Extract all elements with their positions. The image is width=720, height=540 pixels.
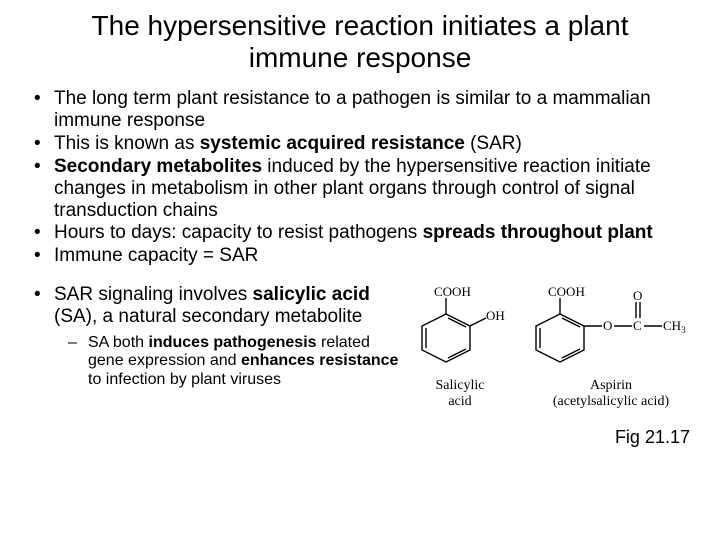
b5a: Immune capacity = SAR bbox=[54, 245, 258, 266]
text-column: SAR signaling involves salicylic acid (S… bbox=[40, 284, 400, 389]
asp-label: Aspirin(acetylsalicylic acid) bbox=[553, 378, 669, 409]
salicylic-svg: COOH OH bbox=[412, 284, 508, 376]
bullet-6: SAR signaling involves salicylic acid (S… bbox=[40, 284, 400, 328]
s1a: SA both bbox=[88, 334, 149, 351]
asp-cooh: COOH bbox=[548, 284, 585, 299]
b6c: (SA), a natural secondary metabolite bbox=[54, 306, 362, 327]
bullet-3: Secondary metabolites induced by the hyp… bbox=[40, 156, 700, 222]
b2c: (SAR) bbox=[465, 133, 522, 154]
bullet-1-text: The long term plant resistance to a path… bbox=[54, 88, 651, 131]
aspirin-svg: COOH O C O CH3 bbox=[526, 284, 696, 376]
sub-1: SA both induces pathogenesis related gen… bbox=[74, 334, 400, 389]
sa-oh: OH bbox=[486, 308, 505, 323]
b3a: Secondary metabolites bbox=[54, 156, 262, 177]
b4a: Hours to days: capacity to resist pathog… bbox=[54, 222, 423, 243]
bullet-5: Immune capacity = SAR bbox=[40, 245, 700, 267]
sub-list: SA both induces pathogenesis related gen… bbox=[40, 334, 400, 389]
b2b: systemic acquired resistance bbox=[200, 133, 465, 154]
figure-caption: Fig 21.17 bbox=[615, 427, 700, 448]
aspirin-structure: COOH O C O CH3 Aspirin(acetylsalicylic a… bbox=[526, 284, 696, 409]
b4b: spreads throughout plant bbox=[423, 222, 653, 243]
asp-c: C bbox=[633, 318, 642, 333]
b2a: This is known as bbox=[54, 133, 200, 154]
figure-column: COOH OH Salicylicacid bbox=[400, 284, 700, 448]
s1d: enhances resistance bbox=[241, 352, 398, 369]
asp-o1: O bbox=[603, 318, 612, 333]
b6b: salicylic acid bbox=[253, 284, 370, 305]
s1b: induces pathogenesis bbox=[149, 334, 317, 351]
sa-label: Salicylicacid bbox=[436, 378, 485, 409]
bullet-list: The long term plant resistance to a path… bbox=[0, 88, 720, 267]
salicylic-acid-structure: COOH OH Salicylicacid bbox=[412, 284, 508, 409]
bullet-1: The long term plant resistance to a path… bbox=[40, 88, 700, 132]
chem-structures: COOH OH Salicylicacid bbox=[412, 284, 696, 409]
bullet-2: This is known as systemic acquired resis… bbox=[40, 133, 700, 155]
asp-ch3: CH3 bbox=[663, 318, 686, 335]
bullet-4: Hours to days: capacity to resist pathog… bbox=[40, 222, 700, 244]
bottom-row: SAR signaling involves salicylic acid (S… bbox=[0, 284, 720, 448]
asp-o2: O bbox=[633, 288, 642, 303]
sa-cooh: COOH bbox=[434, 284, 471, 299]
slide-title: The hypersensitive reaction initiates a … bbox=[0, 0, 720, 82]
s1e: to infection by plant viruses bbox=[88, 371, 281, 388]
b6a: SAR signaling involves bbox=[54, 284, 253, 305]
